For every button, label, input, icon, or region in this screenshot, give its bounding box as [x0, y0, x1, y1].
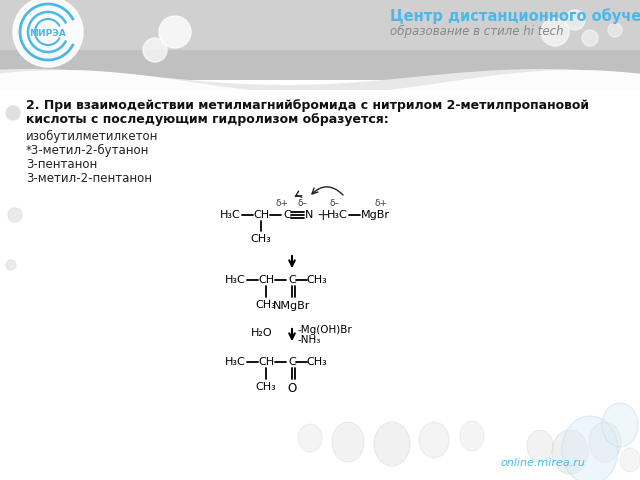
Bar: [0, 0, 640, 80]
Text: CH₃: CH₃: [255, 300, 276, 310]
Polygon shape: [0, 69, 640, 90]
Text: NMgBr: NMgBr: [273, 301, 310, 311]
Text: H₃C: H₃C: [225, 275, 245, 285]
Text: H₃C: H₃C: [225, 357, 245, 367]
Text: образование в стиле hi tech: образование в стиле hi tech: [390, 24, 564, 37]
Circle shape: [582, 30, 598, 46]
Bar: [0, 0, 640, 50]
Text: кислоты с последующим гидролизом образуется:: кислоты с последующим гидролизом образуе…: [26, 113, 388, 127]
Text: 3-метил-2-пентанон: 3-метил-2-пентанон: [26, 171, 152, 184]
Text: CH₃: CH₃: [255, 382, 276, 392]
Circle shape: [6, 260, 16, 270]
Text: CH: CH: [253, 210, 269, 220]
Text: изобутилметилкетон: изобутилметилкетон: [26, 130, 158, 143]
Text: δ–: δ–: [297, 199, 307, 207]
Circle shape: [565, 10, 585, 30]
Ellipse shape: [298, 424, 322, 452]
Circle shape: [608, 23, 622, 37]
Circle shape: [143, 38, 167, 62]
Ellipse shape: [562, 416, 618, 480]
Text: H₂O: H₂O: [252, 328, 273, 338]
Ellipse shape: [589, 422, 621, 462]
Circle shape: [159, 16, 191, 48]
Ellipse shape: [620, 448, 640, 472]
Text: Центр дистанционного обучения: Центр дистанционного обучения: [390, 8, 640, 24]
Text: δ–: δ–: [329, 199, 339, 207]
Text: *3-метил-2-бутанон: *3-метил-2-бутанон: [26, 144, 149, 156]
Text: 2. При взаимодействии метилмагнийбромида с нитрилом 2-метилпропановой: 2. При взаимодействии метилмагнийбромида…: [26, 99, 589, 112]
Ellipse shape: [374, 422, 410, 466]
Text: δ+: δ+: [275, 199, 289, 207]
Ellipse shape: [527, 430, 553, 462]
Text: H₃C: H₃C: [220, 210, 241, 220]
Ellipse shape: [419, 422, 449, 458]
Text: +: +: [317, 207, 330, 223]
Polygon shape: [0, 70, 640, 100]
Ellipse shape: [602, 403, 638, 447]
Ellipse shape: [552, 430, 588, 474]
Ellipse shape: [332, 422, 364, 462]
Text: δ+: δ+: [374, 199, 387, 207]
Circle shape: [13, 0, 83, 67]
Text: H₃C: H₃C: [326, 210, 348, 220]
Text: C: C: [283, 210, 291, 220]
Text: -NH₃: -NH₃: [298, 335, 321, 345]
Text: C: C: [288, 357, 296, 367]
Text: CH: CH: [258, 275, 274, 285]
Text: CH: CH: [258, 357, 274, 367]
Text: CH₃: CH₃: [251, 234, 271, 244]
Text: C: C: [288, 275, 296, 285]
Text: MgBr: MgBr: [360, 210, 390, 220]
Text: 3-пентанон: 3-пентанон: [26, 157, 97, 170]
Circle shape: [541, 18, 569, 46]
Text: N: N: [305, 210, 313, 220]
Ellipse shape: [460, 421, 484, 451]
Text: -Mg(OH)Br: -Mg(OH)Br: [298, 325, 353, 335]
Text: МИРЭА: МИРЭА: [29, 29, 67, 38]
Text: online.mirea.ru: online.mirea.ru: [500, 458, 585, 468]
Text: CH₃: CH₃: [307, 357, 328, 367]
Circle shape: [6, 106, 20, 120]
Circle shape: [8, 208, 22, 222]
Text: O: O: [287, 382, 296, 395]
Text: CH₃: CH₃: [307, 275, 328, 285]
